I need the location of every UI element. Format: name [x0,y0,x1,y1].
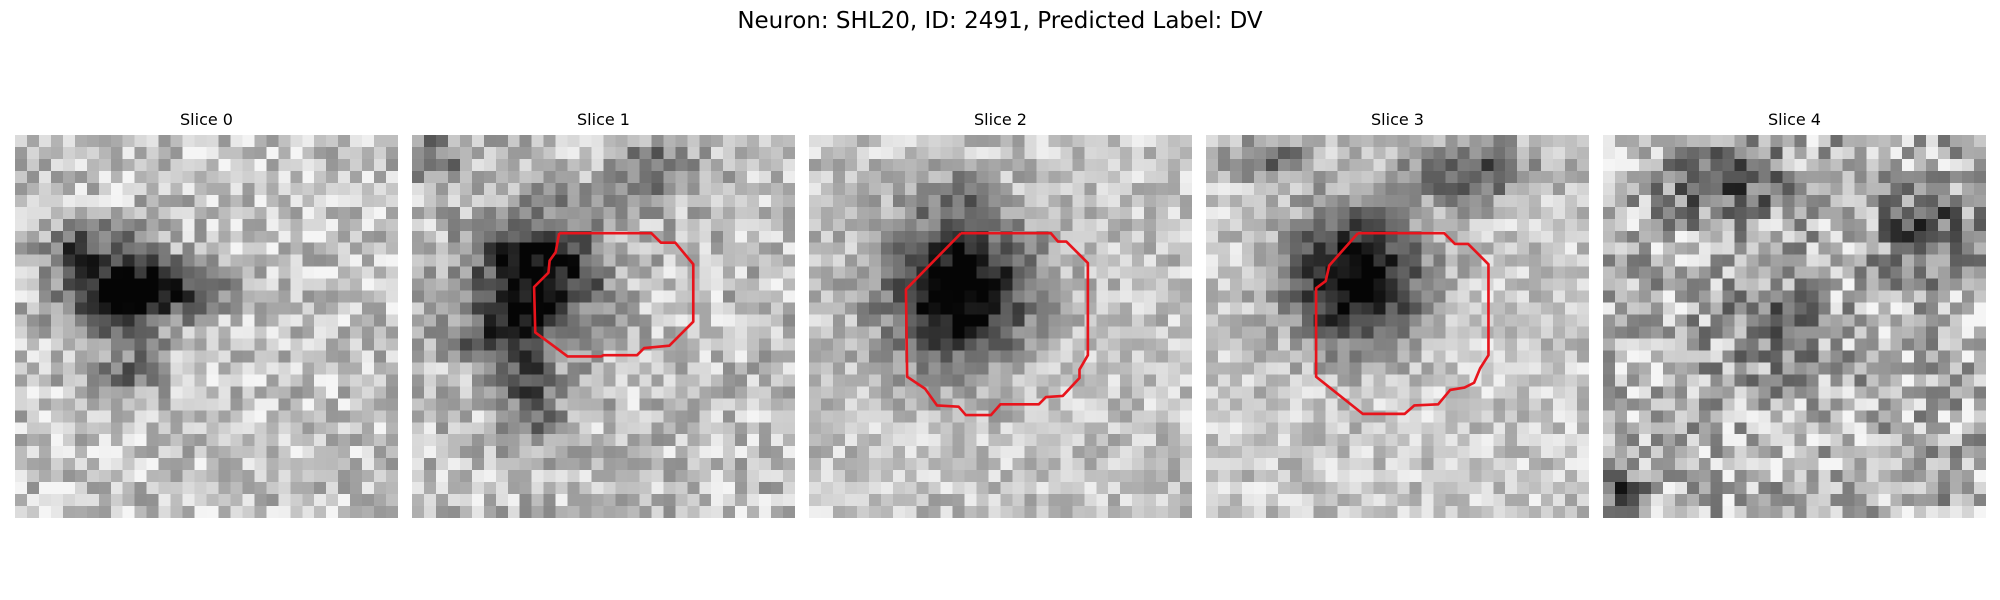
slice-image-4 [1603,135,1986,518]
slice-image-2 [809,135,1192,518]
slice-panel-4: Slice 4 [1603,110,1986,530]
slice-title-2: Slice 2 [974,110,1027,129]
slice-panel-1: Slice 1 [412,110,795,530]
slice-panel-0: Slice 0 [15,110,398,530]
slice-title-4: Slice 4 [1768,110,1821,129]
slice-panel-3: Slice 3 [1206,110,1589,530]
slice-title-0: Slice 0 [180,110,233,129]
roi-contour [904,231,1090,417]
slice-image-3 [1206,135,1589,518]
slice-image-0 [15,135,398,518]
roi-contour [1314,231,1490,416]
slice-title-1: Slice 1 [577,110,630,129]
figure-title: Neuron: SHL20, ID: 2491, Predicted Label… [737,8,1263,34]
slice-panel-2: Slice 2 [809,110,1192,530]
slice-title-3: Slice 3 [1371,110,1424,129]
slice-image-1 [412,135,795,518]
roi-contour [532,231,695,358]
